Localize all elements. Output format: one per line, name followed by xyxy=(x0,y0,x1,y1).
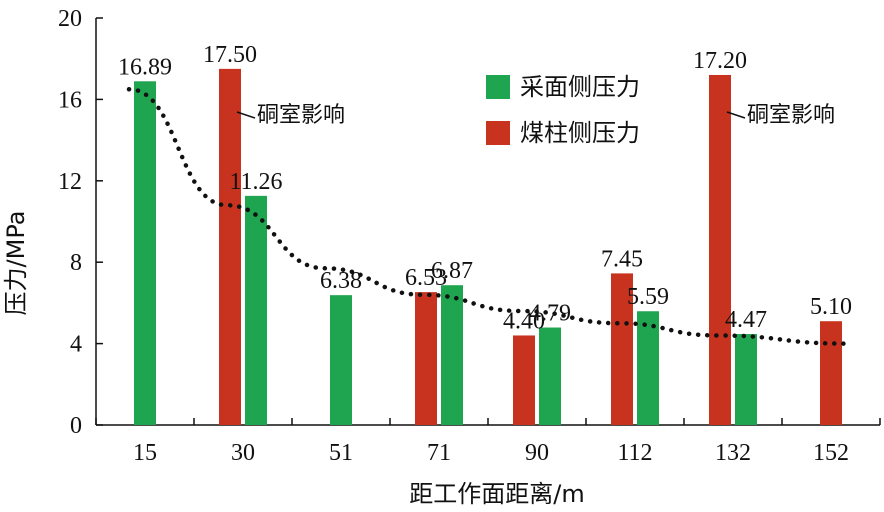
y-axis-label: 压力/MPa xyxy=(2,211,30,316)
annotation-label: 硐室影响 xyxy=(257,103,345,128)
bar xyxy=(330,295,352,425)
legend-swatch xyxy=(486,75,510,99)
bar xyxy=(539,327,561,425)
x-axis: 15 30 51 71 90 112 132 152 xyxy=(95,418,881,466)
y-tick-label: 20 xyxy=(58,6,82,32)
annotation-label: 硐室影响 xyxy=(747,103,835,128)
bar xyxy=(245,195,267,425)
annotations: 硐室影响 硐室影响 xyxy=(236,103,835,128)
bar xyxy=(611,273,633,425)
data-label: 6.38 xyxy=(320,268,362,294)
bar xyxy=(134,81,156,425)
legend-label: 煤柱侧压力 xyxy=(520,119,640,147)
bar xyxy=(709,74,731,425)
x-axis-label: 距工作面距离/m xyxy=(409,480,584,508)
x-tick-label: 132 xyxy=(715,440,751,466)
data-label: 5.10 xyxy=(810,294,852,320)
x-tick-label: 71 xyxy=(427,440,451,466)
data-label: 4.47 xyxy=(725,307,767,333)
bars xyxy=(134,68,842,425)
data-label: 7.45 xyxy=(601,246,643,272)
y-tick-label: 12 xyxy=(58,169,82,195)
data-label: 11.26 xyxy=(229,169,282,195)
data-label: 5.59 xyxy=(627,284,669,310)
data-label: 6.87 xyxy=(431,258,473,284)
legend-swatch xyxy=(486,121,510,145)
bar xyxy=(513,335,535,425)
data-label: 6.53 xyxy=(405,265,447,291)
annotation-leader xyxy=(726,111,746,119)
x-tick-label: 152 xyxy=(813,440,849,466)
bar xyxy=(735,334,757,425)
x-tick-label: 90 xyxy=(525,440,549,466)
y-tick-label: 16 xyxy=(58,87,82,113)
x-tick-label: 51 xyxy=(329,440,353,466)
data-label: 16.89 xyxy=(118,54,172,80)
y-axis: 0 4 8 12 16 20 xyxy=(58,6,103,439)
trendline xyxy=(126,86,848,346)
x-tick-label: 30 xyxy=(231,440,255,466)
x-tick-label: 15 xyxy=(133,440,157,466)
bar xyxy=(820,321,842,425)
bar xyxy=(441,285,463,425)
y-tick-label: 0 xyxy=(70,413,82,439)
data-label: 17.50 xyxy=(203,42,257,68)
data-label: 17.20 xyxy=(693,48,747,74)
annotation-leader xyxy=(236,111,256,119)
bar xyxy=(219,68,241,425)
bar xyxy=(415,292,437,425)
legend-label: 采面侧压力 xyxy=(520,73,640,101)
x-tick-label: 112 xyxy=(617,440,652,466)
y-tick-label: 4 xyxy=(70,332,82,358)
bar xyxy=(637,311,659,425)
y-tick-label: 8 xyxy=(70,250,82,276)
trendline-path xyxy=(126,86,848,346)
